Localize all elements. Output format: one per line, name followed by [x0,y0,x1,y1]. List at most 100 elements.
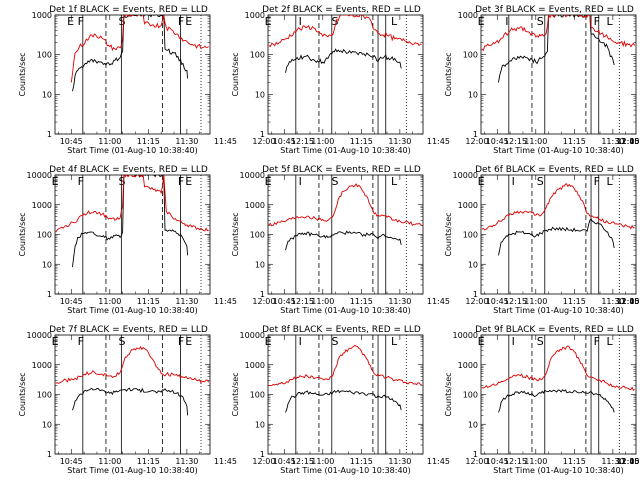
events-series-line [285,48,402,73]
x-tick-label: 11:00 [311,137,334,146]
y-tick-label: 10000 [27,331,52,340]
segment-label: L [391,335,398,348]
segment-label: S [331,175,338,188]
x-tick-label: 11:00 [311,297,334,306]
y-tick-label: 100 [37,51,52,60]
y-tick-label: 1 [260,290,265,299]
x-tick-label: 12:15 [504,457,527,466]
lld-series-line [481,15,636,52]
x-tick-label: 11:00 [524,137,547,146]
panel-det-2: Det 2f BLACK = Events, RED = LLD 1 10 100 10… [231,5,527,155]
x-axis-label: Start Time (01-Aug-10 10:38:40) [280,306,411,315]
events-series-line [498,389,615,413]
segment-label: E [265,15,272,28]
lld-series-line [481,345,635,392]
x-axis-label: Start Time (01-Aug-10 10:38:40) [493,306,624,315]
y-tick-label: 10 [468,90,478,99]
y-axis-label: Counts/sec [444,52,453,96]
y-tick-label: 1 [47,290,52,299]
segment-label: E [265,335,272,348]
x-tick-label: 10:45 [486,457,509,466]
x-tick-label: 10:45 [60,137,83,146]
y-tick-label: 1000 [32,11,52,20]
y-tick-label: 10 [468,420,478,429]
panel-title: Det 1f BLACK = Events, RED = LLD [49,5,208,15]
y-axis-label: Counts/sec [231,52,240,96]
x-tick-label: 12:00 [616,457,639,466]
plot-frame [480,14,637,135]
segment-label: E [52,175,59,188]
x-tick-label: 11:45 [214,457,237,466]
x-tick-label: 12:00 [465,137,488,146]
x-tick-label: 11:00 [98,457,121,466]
x-tick-label: 11:30 [388,137,411,146]
segment-label: F [178,335,184,348]
segment-label: I [299,175,302,188]
segment-label: E [265,175,272,188]
plot-frame [480,334,637,455]
y-tick-label: 1000 [32,201,52,210]
x-tick-label: 11:00 [311,457,334,466]
lld-series-line [55,175,209,233]
x-tick-label: 11:00 [98,137,121,146]
lld-series-line [55,345,210,384]
x-tick-label: 11:45 [427,457,450,466]
plot-frame [267,334,424,455]
y-tick-label: 100 [37,231,52,240]
y-tick-label: 1000 [245,201,265,210]
x-tick-label: 11:00 [98,297,121,306]
segment-label: F [78,15,84,28]
y-tick-label: 1000 [458,11,478,20]
segment-label: I [512,175,515,188]
segment-label: E [478,175,485,188]
segment-label: I [512,335,515,348]
segment-label: E [478,15,485,28]
x-tick-label: 12:00 [252,137,275,146]
x-tick-label: 11:45 [616,137,639,146]
x-tick-label: 11:15 [563,137,586,146]
y-tick-label: 10000 [240,331,265,340]
x-tick-label: 11:30 [175,297,198,306]
x-tick-label: 11:15 [350,137,373,146]
segment-label: S [118,175,125,188]
panel-det-8: Det 8f BLACK = Events, RED = LLD 1 10 100 10… [231,325,527,475]
events-series-line [498,218,615,256]
x-tick-label: 11:15 [350,457,373,466]
segment-label: L [391,175,398,188]
panel-det-4: Det 4f BLACK = Events, RED = LLD 1 10 100 10… [18,165,314,315]
x-tick-label: 12:15 [616,297,639,306]
x-axis-label: Start Time (01-Aug-10 10:38:40) [493,146,624,155]
segment-label: I [299,335,302,348]
y-axis-label: Counts/sec [18,52,27,96]
segment-label: E [67,15,74,28]
x-tick-label: 12:00 [465,297,488,306]
y-tick-label: 1000 [245,11,265,20]
x-tick-label: 12:00 [616,297,639,306]
events-series-line [72,15,189,92]
panel-title: Det 3f BLACK = Events, RED = LLD [475,5,634,15]
y-tick-label: 1000 [458,361,478,370]
y-tick-label: 100 [250,51,265,60]
panel-title: Det 4f BLACK = Events, RED = LLD [49,165,208,175]
x-tick-label: 11:30 [601,457,624,466]
x-axis-label: Start Time (01-Aug-10 10:38:40) [280,146,411,155]
segment-label: I [505,15,508,28]
y-tick-label: 100 [37,391,52,400]
x-tick-label: 12:00 [616,137,639,146]
x-tick-label: 10:45 [60,297,83,306]
x-tick-label: 11:45 [214,297,237,306]
events-series-line [285,389,402,413]
x-tick-label: 11:45 [214,137,237,146]
y-tick-label: 1 [47,450,52,459]
y-tick-label: 10000 [240,171,265,180]
panel-det-1: Det 1f BLACK = Events, RED = LLD 1 10 100 10… [18,5,314,155]
y-tick-label: 1 [260,450,265,459]
segment-label: S [537,175,544,188]
segment-label: F [594,175,600,188]
y-tick-label: 100 [463,51,478,60]
x-tick-label: 11:45 [616,297,639,306]
panel-title: Det 2f BLACK = Events, RED = LLD [262,5,421,15]
segment-label: F [594,335,600,348]
x-tick-label: 10:45 [273,457,296,466]
